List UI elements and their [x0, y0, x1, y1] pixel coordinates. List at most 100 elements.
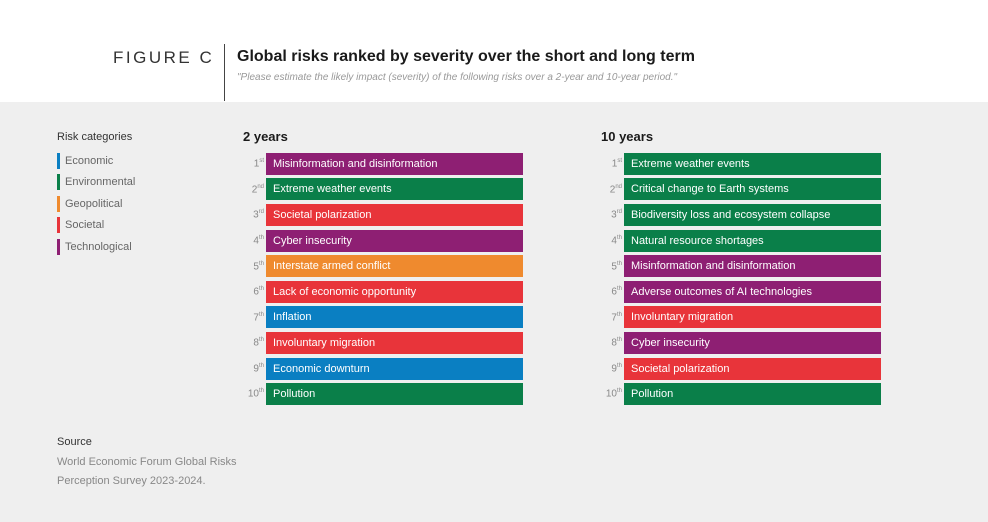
risk-bar: Pollution [266, 383, 523, 406]
ranking-row: 7th Involuntary migration [594, 305, 881, 331]
risk-bar: Involuntary migration [266, 331, 523, 354]
ranking-row: 1st Misinformation and disinformation [236, 151, 523, 177]
rank-number: 6th [594, 286, 624, 297]
risk-bar: Natural resource shortages [624, 229, 881, 252]
rank-number: 4th [594, 235, 624, 246]
rank-number: 10th [594, 388, 624, 399]
rank-suffix: th [616, 260, 622, 267]
ranking-row: 7th Inflation [236, 305, 523, 331]
risk-bar: Extreme weather events [624, 152, 881, 175]
risk-bar: Misinformation and disinformation [624, 255, 881, 278]
rank-value: 5 [611, 260, 617, 272]
rank-suffix: th [258, 234, 264, 241]
ranking-row: 3rd Biodiversity loss and ecosystem colla… [594, 202, 881, 228]
legend-item-environmental: Environmental [57, 172, 135, 194]
rank-suffix: th [258, 388, 264, 395]
rank-value: 1 [253, 158, 260, 170]
rank-suffix: th [258, 337, 264, 344]
figure-subtitle: "Please estimate the likely impact (seve… [237, 72, 678, 83]
legend-swatch [57, 195, 60, 212]
rank-number: 2nd [594, 184, 624, 195]
rank-number: 8th [594, 337, 624, 348]
figure-title: Global risks ranked by severity over the… [237, 48, 695, 65]
risk-bar: Extreme weather events [266, 178, 523, 201]
rank-suffix: th [258, 311, 264, 318]
ranking-row: 6th Adverse outcomes of AI technologies [594, 279, 881, 305]
rank-suffix: st [259, 158, 264, 165]
rank-suffix: th [258, 362, 264, 369]
rank-number: 1st [594, 158, 624, 169]
legend-label: Technological [65, 240, 132, 253]
rank-number: 7th [236, 312, 266, 323]
rank-number: 7th [594, 312, 624, 323]
rank-suffix: th [616, 362, 622, 369]
ranking-row: 9th Societal polarization [594, 356, 881, 382]
ranking-row: 2nd Critical change to Earth systems [594, 177, 881, 203]
legend-swatch [57, 217, 60, 234]
figure-header: FIGURE C Global risks ranked by severity… [0, 0, 988, 102]
risk-bar: Involuntary migration [624, 306, 881, 329]
rank-number: 2nd [236, 184, 266, 195]
ranking-row: 3rd Societal polarization [236, 202, 523, 228]
legend-label: Environmental [65, 176, 136, 189]
legend-label: Geopolitical [65, 197, 123, 210]
legend-items: Economic Environmental Geopolitical Soci… [57, 150, 135, 258]
legend-item-technological: Technological [57, 236, 135, 258]
ranking-row: 8th Cyber insecurity [594, 330, 881, 356]
rank-value: 2 [609, 184, 616, 196]
rank-value: 6 [253, 286, 259, 298]
risk-bar: Economic downturn [266, 357, 523, 380]
legend-swatch [57, 174, 60, 191]
source-note: Source World Economic Forum Global Risks… [57, 436, 267, 491]
ranking-row: 10th Pollution [236, 381, 523, 407]
rank-number: 4th [236, 235, 266, 246]
rank-suffix: th [258, 260, 264, 267]
rank-suffix: th [616, 286, 622, 293]
risk-bar: Societal polarization [266, 203, 523, 226]
rank-value: 10 [247, 388, 259, 400]
legend-label: Societal [65, 219, 105, 232]
legend-item-geopolitical: Geopolitical [57, 193, 135, 215]
legend-label: Economic [65, 154, 114, 167]
rank-number: 9th [236, 363, 266, 374]
ranking-row: 8th Involuntary migration [236, 330, 523, 356]
column-heading: 2 years [243, 129, 288, 144]
risk-bar: Inflation [266, 306, 523, 329]
risk-bar: Adverse outcomes of AI technologies [624, 280, 881, 303]
column-heading: 10 years [601, 129, 654, 144]
ranking-column-2-years: 2 years 1st Misinformation and disinforma… [236, 129, 523, 407]
rank-number: 3rd [594, 209, 624, 220]
rank-value: 3 [611, 209, 617, 221]
risk-bar: Misinformation and disinformation [266, 152, 523, 175]
rank-value: 4 [253, 235, 259, 247]
rank-suffix: th [258, 286, 264, 293]
rank-value: 1 [611, 158, 618, 170]
legend-swatch [57, 152, 60, 169]
rank-number: 1st [236, 158, 266, 169]
source-title: Source [57, 436, 92, 448]
legend-item-societal: Societal [57, 215, 135, 237]
rank-suffix: th [616, 388, 622, 395]
ranking-rows: 1st Extreme weather events 2nd Critical cha… [594, 151, 881, 407]
rank-value: 4 [611, 235, 617, 247]
rank-value: 7 [611, 312, 617, 324]
risk-bar: Biodiversity loss and ecosystem collapse [624, 203, 881, 226]
ranking-row: 5th Misinformation and disinformation [594, 253, 881, 279]
rank-number: 3rd [236, 209, 266, 220]
rank-suffix: th [616, 234, 622, 241]
figure-panel: Risk categories Economic Environmental G… [0, 102, 988, 522]
rank-value: 5 [253, 260, 259, 272]
ranking-row: 6th Lack of economic opportunity [236, 279, 523, 305]
rank-value: 10 [605, 388, 617, 400]
ranking-row: 2nd Extreme weather events [236, 177, 523, 203]
rank-number: 5th [236, 261, 266, 272]
risk-bar: Societal polarization [624, 357, 881, 380]
rank-number: 8th [236, 337, 266, 348]
rank-suffix: nd [257, 183, 264, 190]
risk-bar: Interstate armed conflict [266, 255, 523, 278]
ranking-row: 10th Pollution [594, 381, 881, 407]
risk-bar: Pollution [624, 383, 881, 406]
ranking-row: 9th Economic downturn [236, 356, 523, 382]
risk-bar: Cyber insecurity [266, 229, 523, 252]
rank-suffix: th [616, 337, 622, 344]
